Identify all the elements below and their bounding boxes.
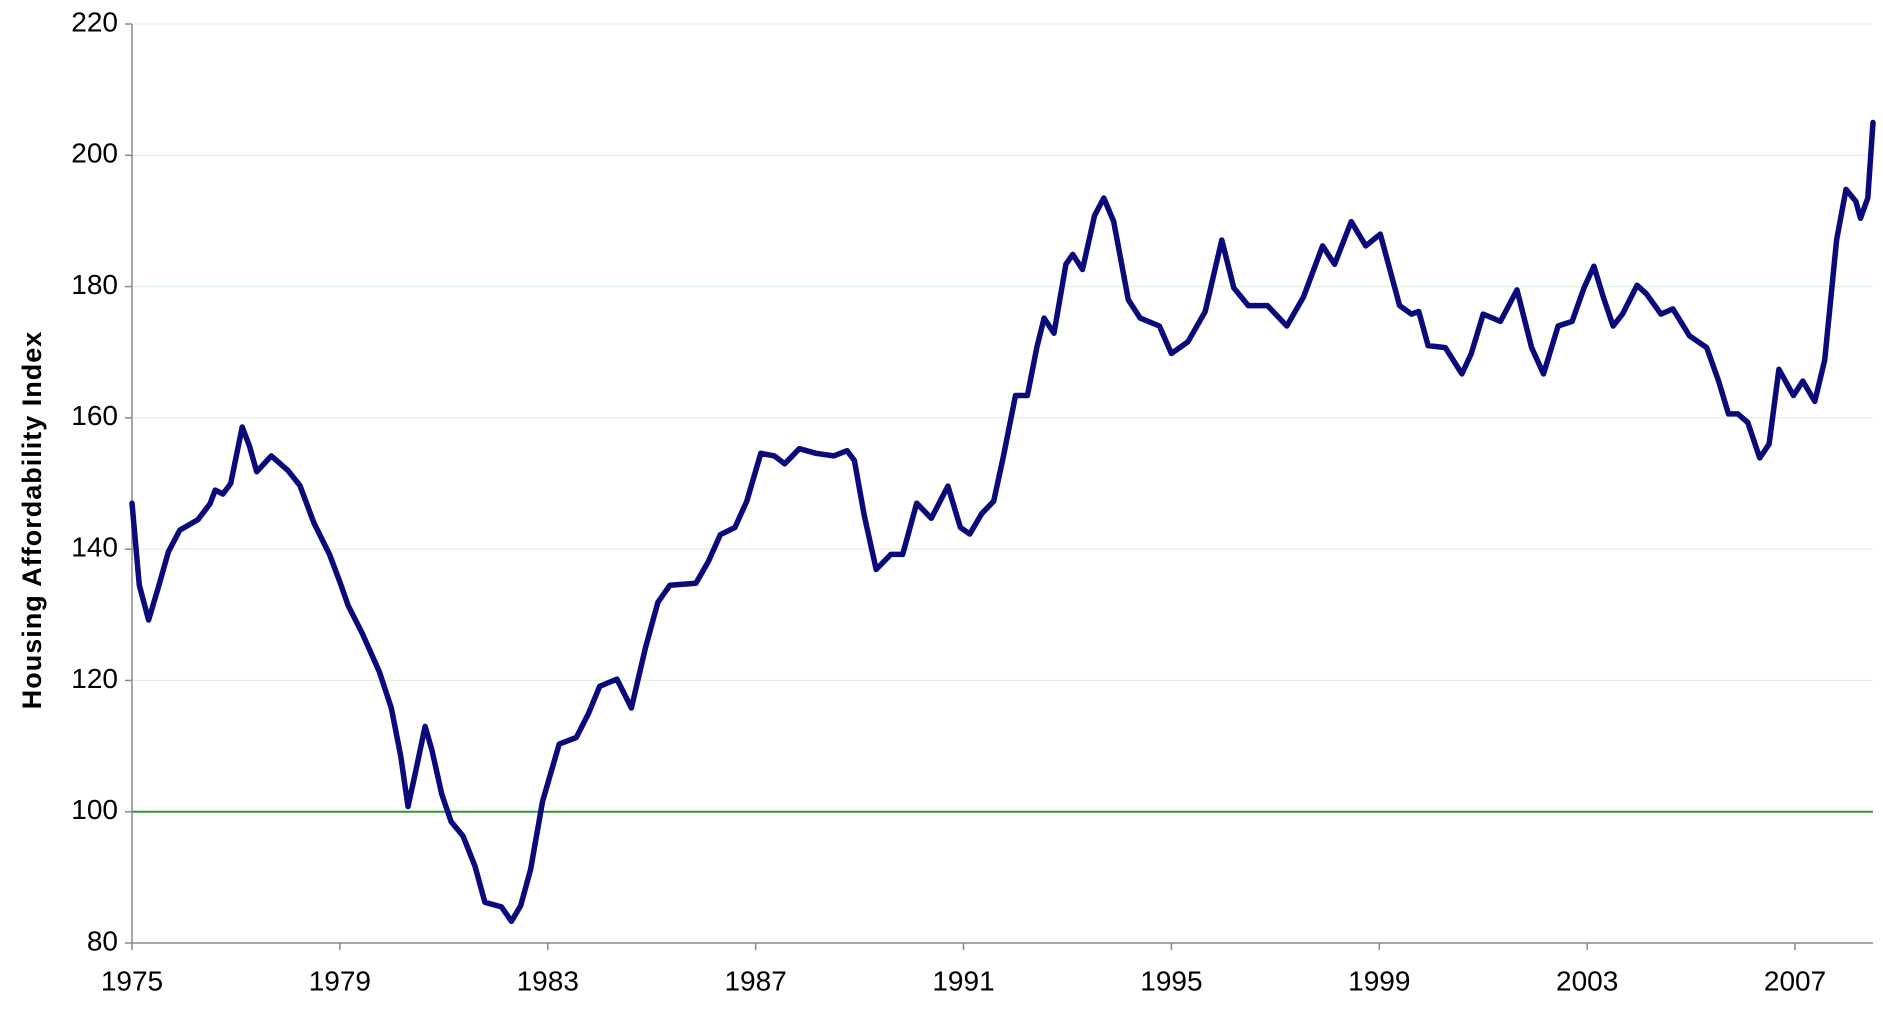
x-tick-label: 1983 bbox=[517, 965, 579, 996]
y-tick-label: 220 bbox=[71, 6, 118, 37]
y-tick-label: 180 bbox=[71, 269, 118, 300]
x-tick-label: 1975 bbox=[101, 965, 163, 996]
y-tick-label: 80 bbox=[87, 925, 118, 956]
y-tick-label: 200 bbox=[71, 138, 118, 169]
x-tick-label: 2003 bbox=[1556, 965, 1618, 996]
y-tick-label: 100 bbox=[71, 794, 118, 825]
x-tick-label: 1979 bbox=[309, 965, 371, 996]
y-tick-label: 160 bbox=[71, 400, 118, 431]
x-tick-label: 1987 bbox=[724, 965, 786, 996]
x-tick-label: 1991 bbox=[932, 965, 994, 996]
x-tick-label: 1995 bbox=[1140, 965, 1202, 996]
y-axis-label: Housing Affordability Index bbox=[17, 331, 47, 710]
y-tick-label: 120 bbox=[71, 663, 118, 694]
y-tick-label: 140 bbox=[71, 532, 118, 563]
data-line bbox=[129, 119, 1876, 925]
x-tick-label: 2007 bbox=[1764, 965, 1826, 996]
x-tick-label: 1999 bbox=[1348, 965, 1410, 996]
